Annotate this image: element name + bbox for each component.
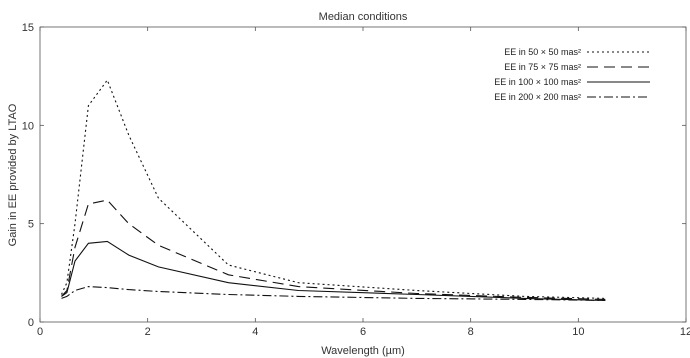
x-tick-label: 8 bbox=[468, 326, 474, 338]
series-line-4 bbox=[61, 286, 606, 301]
y-tick-label: 0 bbox=[28, 317, 34, 329]
legend-label-1: EE in 50 × 50 mas² bbox=[504, 47, 581, 57]
legend: EE in 50 × 50 mas² EE in 75 × 75 mas² EE i… bbox=[494, 47, 650, 102]
x-tick-label: 6 bbox=[360, 326, 366, 338]
plot-frame bbox=[39, 26, 687, 323]
y-tick-label: 5 bbox=[28, 219, 34, 231]
series-group bbox=[60, 78, 606, 301]
chart-title: Median conditions bbox=[319, 11, 408, 23]
y-axis-title: Gain in EE provided by LTAO bbox=[7, 103, 19, 246]
y-tick-label: 15 bbox=[22, 22, 34, 34]
x-axis-title: Wavelength (µm) bbox=[321, 345, 405, 357]
x-tick-label: 12 bbox=[680, 326, 690, 338]
series-line-1 bbox=[60, 78, 606, 299]
series-line-3 bbox=[61, 240, 606, 301]
legend-label-4: EE in 200 × 200 mas² bbox=[494, 92, 581, 102]
x-tick-label: 2 bbox=[145, 326, 151, 338]
x-tick-label: 0 bbox=[37, 326, 43, 338]
x-axis: 0 2 4 6 8 10 12 bbox=[37, 27, 690, 338]
legend-label-3: EE in 100 × 100 mas² bbox=[494, 77, 581, 87]
y-tick-label: 10 bbox=[22, 120, 34, 132]
series-line-2 bbox=[61, 199, 606, 300]
x-tick-label: 10 bbox=[572, 326, 584, 338]
legend-label-2: EE in 75 × 75 mas² bbox=[504, 62, 581, 72]
y-axis: 0 5 10 15 bbox=[22, 22, 686, 329]
x-tick-label: 4 bbox=[252, 326, 258, 338]
